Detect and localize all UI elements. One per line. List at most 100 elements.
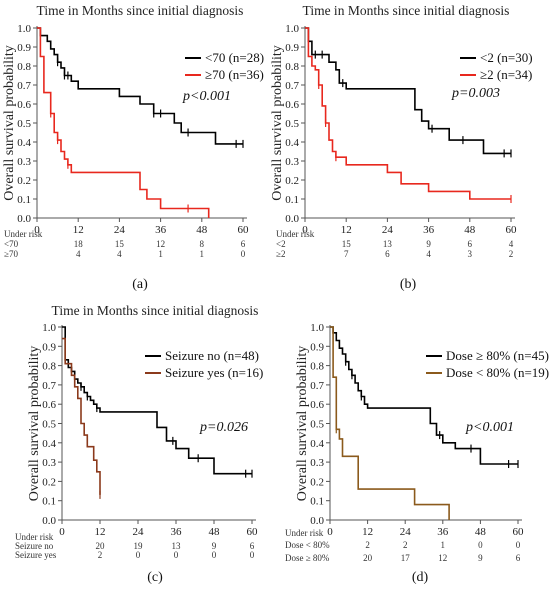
risk-value: 6 — [468, 239, 473, 249]
y-tick-label: 0.2 — [310, 476, 324, 488]
x-tick-label: 0 — [34, 224, 40, 236]
survival-curve-1 — [305, 27, 511, 155]
y-tick-label: 0.0 — [17, 213, 31, 225]
x-tick-label: 36 — [155, 224, 167, 236]
x-tick-label: 12 — [362, 526, 373, 538]
risk-row-label: ≥2 — [276, 249, 285, 259]
legend-label: <2 (n=30) — [480, 50, 533, 65]
y-tick-label: 0.8 — [310, 361, 324, 373]
risk-value: 0 — [478, 540, 483, 550]
panel-label: (d) — [412, 570, 429, 585]
y-tick-label: 0.6 — [310, 399, 324, 411]
risk-value: 7 — [344, 249, 349, 259]
y-tick-label: 0.3 — [42, 457, 56, 469]
x-tick-label: 36 — [171, 526, 183, 538]
p-value: p<0.001 — [182, 89, 231, 104]
risk-value: 6 — [516, 553, 521, 563]
y-tick-label: 0.5 — [17, 118, 31, 130]
legend-label: ≥70 (n=36) — [205, 67, 264, 82]
x-tick-label: 24 — [114, 224, 126, 236]
risk-row-label: Dose < 80% — [285, 540, 330, 550]
y-tick-label: 0.3 — [285, 156, 299, 168]
x-tick-label: 48 — [196, 224, 208, 236]
risk-value: 4 — [117, 249, 122, 259]
risk-value: 9 — [478, 553, 483, 563]
y-tick-label: 0.3 — [310, 457, 324, 469]
y-axis-label: Overall survival probability — [270, 45, 285, 201]
x-tick-label: 12 — [73, 224, 84, 236]
risk-value: 0 — [516, 540, 521, 550]
y-tick-label: 0.1 — [285, 194, 299, 206]
x-tick-label: 12 — [95, 526, 106, 538]
risk-row-label: Seizure no — [15, 541, 54, 551]
legend-label: Seizure no (n=48) — [165, 348, 259, 363]
risk-row-label: Seizure yes — [15, 550, 57, 560]
p-value: p<0.001 — [465, 420, 514, 435]
y-tick-label: 0.2 — [42, 476, 56, 488]
y-tick-label: 0.6 — [17, 99, 31, 111]
chart-title: Time in Months since initial diagnosis — [52, 303, 259, 318]
y-tick-label: 0.8 — [17, 61, 31, 73]
y-tick-label: 0.7 — [17, 80, 31, 92]
chart-title: Time in Months since initial diagnosis — [303, 3, 510, 18]
risk-row-label: ≥70 — [4, 249, 18, 259]
y-tick-label: 0.5 — [42, 419, 56, 431]
chart-title: Time in Months since initial diagnosis — [37, 3, 244, 18]
risk-value: 12 — [156, 239, 165, 249]
risk-value: 18 — [74, 239, 84, 249]
y-tick-label: 0.2 — [285, 175, 299, 187]
x-tick-label: 24 — [382, 224, 394, 236]
y-tick-label: 0.0 — [310, 515, 324, 527]
risk-value: 3 — [468, 249, 473, 259]
risk-row-label: <2 — [276, 239, 286, 249]
legend-label: Dose < 80% (n=19) — [446, 365, 549, 380]
risk-value: 13 — [172, 541, 182, 551]
y-tick-label: 0.4 — [17, 137, 31, 149]
risk-value: 12 — [438, 553, 447, 563]
y-tick-label: 1.0 — [310, 322, 324, 334]
y-tick-label: 0.7 — [42, 380, 56, 392]
legend-label: Seizure yes (n=16) — [165, 365, 263, 380]
y-tick-label: 0.5 — [310, 419, 324, 431]
p-value: p=0.026 — [199, 420, 248, 435]
x-tick-label: 24 — [133, 526, 145, 538]
legend-label: Dose ≥ 80% (n=45) — [446, 348, 549, 363]
y-tick-label: 1.0 — [42, 322, 56, 334]
y-axis-label: Overall survival probability — [27, 346, 42, 502]
x-tick-label: 0 — [327, 526, 333, 538]
y-tick-label: 0.4 — [42, 438, 56, 450]
y-tick-label: 0.7 — [285, 80, 299, 92]
x-tick-label: 60 — [247, 526, 259, 538]
risk-value: 0 — [212, 550, 217, 560]
survival-curve-1 — [330, 326, 518, 465]
legend-label: <70 (n=28) — [205, 50, 264, 65]
chart-panel-2: Time in Months since initial diagnosis Ov… — [270, 3, 533, 292]
risk-value: 2 — [403, 540, 408, 550]
survival-curve-2 — [37, 27, 210, 218]
risk-value: 6 — [250, 541, 255, 551]
panel-label: (a) — [132, 277, 148, 292]
risk-value: 19 — [134, 541, 144, 551]
risk-value: 1 — [158, 249, 163, 259]
risk-value: 0 — [241, 249, 246, 259]
risk-row-label: <70 — [4, 239, 19, 249]
y-tick-label: 0.1 — [17, 194, 31, 206]
x-tick-label: 0 — [302, 224, 308, 236]
risk-value: 9 — [426, 239, 431, 249]
y-tick-label: 0.0 — [42, 515, 56, 527]
x-tick-label: 48 — [209, 526, 221, 538]
risk-value: 15 — [342, 239, 352, 249]
y-tick-label: 0.5 — [285, 118, 299, 130]
risk-value: 0 — [174, 550, 179, 560]
y-tick-label: 0.1 — [310, 496, 324, 508]
survival-curve-2 — [330, 326, 450, 520]
y-tick-label: 0.3 — [17, 156, 31, 168]
risk-value: 2 — [509, 249, 514, 259]
chart-panel-1: Time in Months since initial diagnosis Ov… — [2, 3, 264, 292]
y-tick-label: 1.0 — [17, 23, 31, 35]
x-tick-label: 0 — [59, 526, 65, 538]
panel-label: (b) — [400, 277, 417, 292]
y-tick-label: 0.8 — [285, 61, 299, 73]
y-tick-label: 0.4 — [310, 438, 324, 450]
risk-value: 1 — [441, 540, 446, 550]
